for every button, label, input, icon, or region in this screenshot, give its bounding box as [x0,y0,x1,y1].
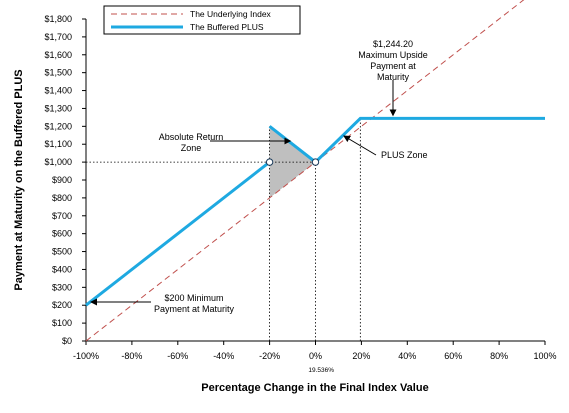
plus-zone-annotation-text: PLUS Zone [381,150,428,160]
y-tick-label: $1,300 [44,103,72,113]
x-tick-label: 20% [352,351,370,361]
y-tick-label: $600 [52,229,72,239]
open-point-marker [265,158,274,166]
buffered-plus-line [268,116,545,165]
x-tick-label: -60% [167,351,188,361]
y-tick-label: $100 [52,318,72,328]
x-tick-label: 80% [490,351,508,361]
y-tick-label: $400 [52,264,72,274]
y-tick-label: $700 [52,211,72,221]
min-payment-annotation-text: Payment at Maturity [154,304,235,314]
y-tick-label: $500 [52,247,72,257]
y-tick-label: $0 [62,336,72,346]
absolute-return-annotation-text: Absolute Return [159,132,224,142]
x-tick-label: -80% [121,351,142,361]
x-tick-label: -40% [213,351,234,361]
y-tick-label: $1,700 [44,32,72,42]
x-tick-label: -100% [73,351,99,361]
legend-label-underlying: The Underlying Index [190,9,272,19]
y-tick-label: $1,200 [44,121,72,131]
plus-zone-annotation-arrow [343,135,377,156]
y-tick-label: $1,800 [44,14,72,24]
cap-annotation-text: $1,244.20 [373,39,413,49]
y-axis-label: Payment at Maturity on the Buffered PLUS [13,69,25,290]
x-tick-label: -20% [259,351,280,361]
x-axis-label: Percentage Change in the Final Index Val… [201,382,428,394]
cap-percentage-label: 19.536% [308,367,334,374]
x-tick-label: 60% [444,351,462,361]
y-tick-label: $1,100 [44,139,72,149]
y-tick-label: $900 [52,175,72,185]
x-tick-label: 100% [533,351,556,361]
y-tick-label: $1,400 [44,86,72,96]
x-tick-label: 40% [398,351,416,361]
y-tick-label: $200 [52,300,72,310]
cap-annotation-text: Payment at [370,61,416,71]
y-tick-label: $800 [52,193,72,203]
open-point-marker [311,158,320,166]
legend-box [103,5,301,35]
underlying-index-line [85,0,525,342]
absolute-return-annotation-text: Zone [181,143,202,153]
x-tick-label: 0% [309,351,322,361]
y-tick-label: $300 [52,282,72,292]
legend-label-plus: The Buffered PLUS [190,22,264,32]
y-tick-label: $1,600 [44,50,72,60]
min-payment-annotation-text: $200 Minimum [164,293,223,303]
y-tick-label: $1,500 [44,68,72,78]
y-tick-label: $1,000 [44,157,72,167]
buffered-plus-line [85,160,271,307]
cap-annotation-text: Maximum Upside [358,50,428,60]
cap-annotation-text: Maturity [377,72,410,82]
